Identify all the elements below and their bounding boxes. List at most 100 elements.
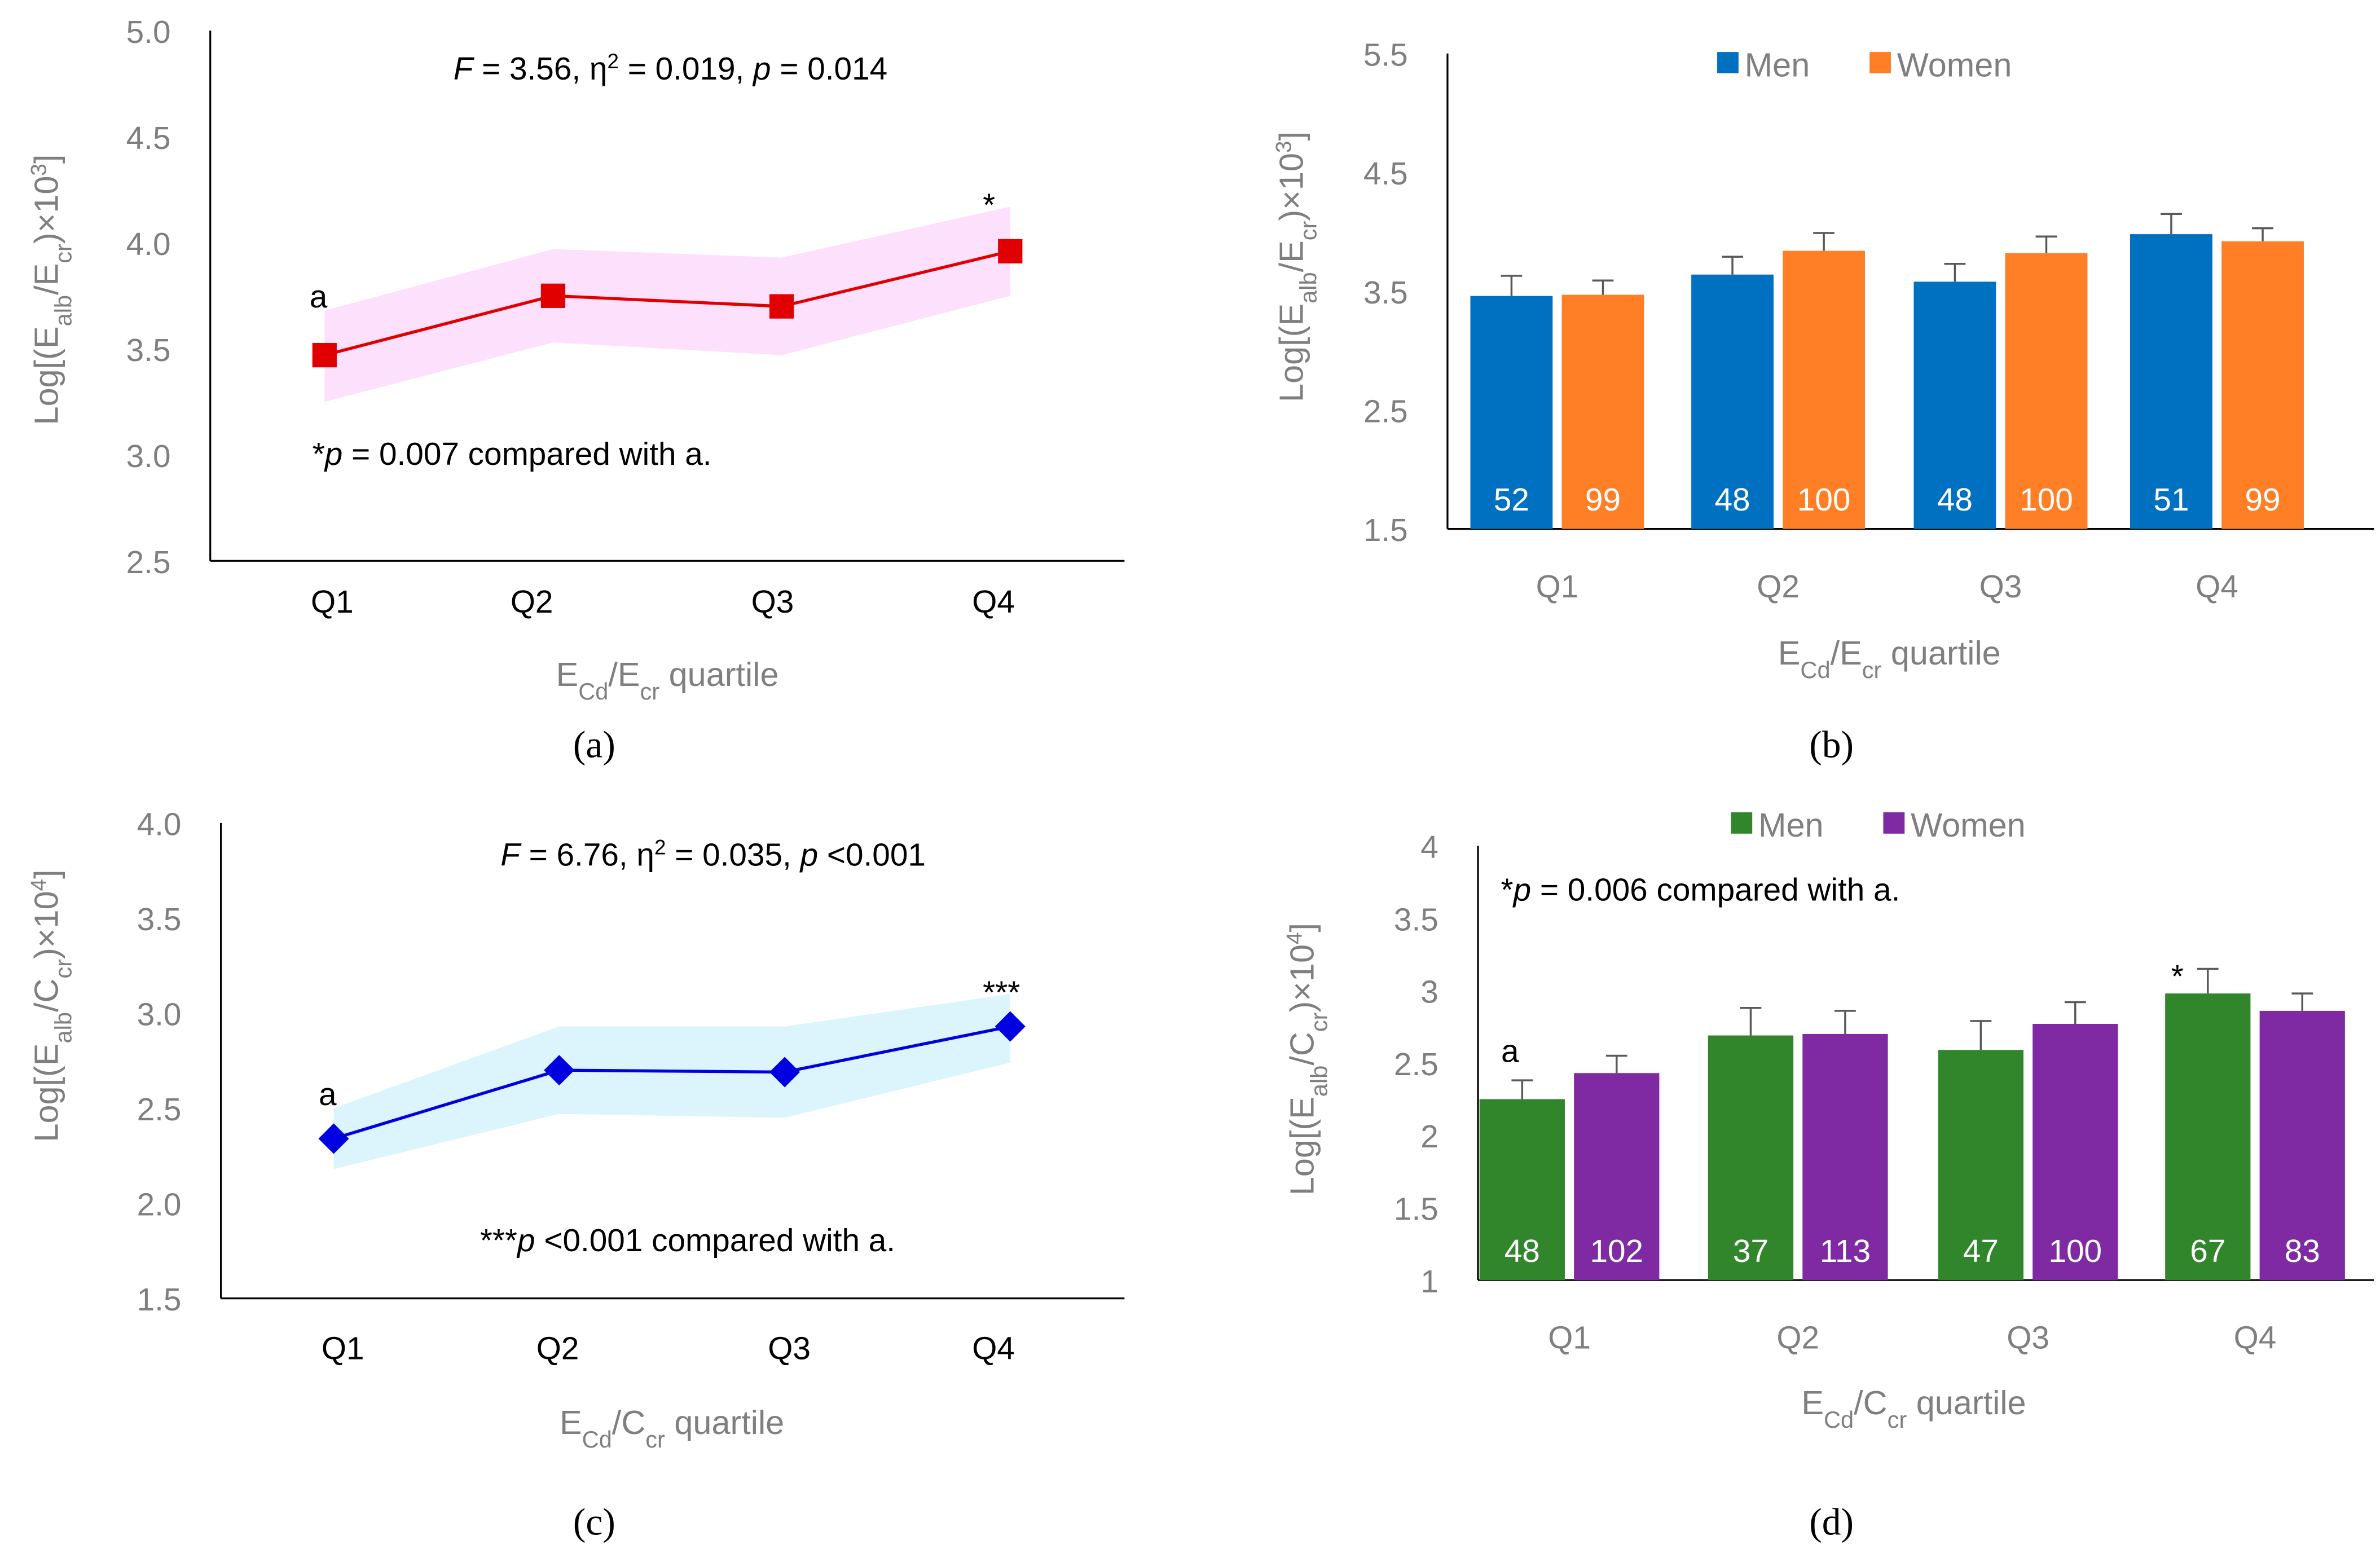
significance-note: *p = 0.007 compared with a. xyxy=(313,437,712,472)
x-axis-title: ECd/Ccr quartile xyxy=(1801,1384,2026,1433)
confidence-band xyxy=(324,206,1010,402)
text-part: ] xyxy=(1272,131,1310,141)
text-part: Cd xyxy=(1800,656,1830,683)
bar-n-label: 99 xyxy=(2245,482,2280,518)
text-part: = 0.035, xyxy=(666,838,800,873)
x-tick-label: Q1 xyxy=(311,584,354,620)
text-part: cr xyxy=(1888,1406,1907,1432)
confidence-band xyxy=(333,994,1010,1169)
series-line xyxy=(333,1024,1011,1141)
bar-n-label: 47 xyxy=(1963,1234,1999,1269)
text-part: cr xyxy=(1305,1012,1332,1032)
bar xyxy=(2033,1024,2118,1281)
significance-note: *p = 0.006 compared with a. xyxy=(1501,873,1901,908)
y-tick-label: 4.5 xyxy=(1363,156,1408,192)
text-part: quartile xyxy=(1881,634,2000,672)
text-part: p xyxy=(516,1223,535,1259)
text-part: /E xyxy=(608,655,640,693)
text-part: = 6.76, η xyxy=(520,838,654,873)
legend-swatch xyxy=(1883,812,1905,834)
y-tick-label: 3.5 xyxy=(126,333,171,368)
text-part: alb xyxy=(50,295,76,327)
text-part: )×10 xyxy=(1283,944,1321,1013)
legend-label: Men xyxy=(1745,46,1810,83)
text-part: p xyxy=(752,51,771,87)
text-part: = 3.56, η xyxy=(473,51,607,87)
text-part: F xyxy=(454,51,475,87)
text-part: cr xyxy=(1295,221,1321,240)
bar-n-label: 48 xyxy=(1937,482,1973,518)
bar-annotation: * xyxy=(2171,959,2184,995)
text-part: )×10 xyxy=(28,891,65,959)
bar-n-label: 52 xyxy=(1494,482,1529,518)
data-point xyxy=(318,1123,349,1154)
y-tick-label: 3.5 xyxy=(1394,902,1438,938)
text-part: Cd xyxy=(578,677,608,704)
text-part: * xyxy=(313,437,325,472)
data-point xyxy=(544,1055,575,1086)
bar xyxy=(2259,1010,2345,1281)
x-tick-label: Q3 xyxy=(751,584,794,620)
text-part: E xyxy=(1778,634,1801,672)
text-part: /C xyxy=(1854,1384,1887,1422)
y-tick-label: 1.5 xyxy=(137,1282,182,1318)
text-part: p xyxy=(324,437,343,472)
bar xyxy=(1470,296,1553,529)
y-tick-label: 2.5 xyxy=(126,545,171,580)
text-part: p xyxy=(1512,873,1532,908)
point-annotation: *** xyxy=(983,975,1020,1010)
data-point xyxy=(995,1011,1026,1042)
bar xyxy=(1802,1033,1888,1281)
bar-n-label: 48 xyxy=(1715,482,1750,518)
y-axis-title: Log[(Ealb/Ecr)×103] xyxy=(27,155,76,425)
y-tick-label: 1 xyxy=(1420,1264,1438,1300)
bar xyxy=(1561,294,1644,529)
bar xyxy=(2005,253,2088,529)
legend-swatch xyxy=(1731,812,1753,834)
text-part: 4 xyxy=(27,879,51,891)
y-tick-label: 2 xyxy=(1420,1119,1438,1155)
y-tick-label: 3.0 xyxy=(137,997,182,1033)
text-part: 2 xyxy=(654,835,666,859)
y-tick-label: 3.5 xyxy=(1363,275,1408,311)
bar xyxy=(1938,1050,2023,1281)
data-point xyxy=(998,239,1023,263)
bar-n-label: 67 xyxy=(2190,1234,2225,1269)
bar xyxy=(1574,1073,1660,1281)
text-part: cr xyxy=(645,1426,665,1452)
text-part: Log[(E xyxy=(28,326,65,425)
y-tick-label: 2.5 xyxy=(137,1092,182,1128)
x-tick-label: Q4 xyxy=(972,584,1015,620)
text-part: alb xyxy=(50,1012,76,1044)
bar-n-label: 100 xyxy=(1797,482,1851,518)
text-part: Log[(E xyxy=(1272,303,1310,402)
x-tick-label: Q2 xyxy=(1757,569,1800,605)
bar xyxy=(2165,993,2251,1281)
y-tick-label: 4.0 xyxy=(137,807,182,842)
x-tick-label: Q4 xyxy=(2196,569,2238,605)
legend-label: Women xyxy=(1911,806,2026,844)
x-tick-label: Q1 xyxy=(322,1331,364,1367)
text-part: )×10 xyxy=(1272,153,1310,221)
text-part: /C xyxy=(612,1404,645,1441)
y-tick-label: 2.0 xyxy=(137,1187,182,1223)
bar xyxy=(2221,241,2304,529)
bar-n-label: 48 xyxy=(1504,1234,1540,1269)
bar-n-label: 113 xyxy=(1820,1234,1871,1269)
y-tick-label: 2.5 xyxy=(1363,394,1408,430)
bar xyxy=(2130,234,2212,529)
data-point xyxy=(769,1057,800,1088)
series-line xyxy=(324,249,1011,357)
y-tick-label: 5.0 xyxy=(126,15,171,50)
x-tick-label: Q4 xyxy=(2234,1321,2277,1356)
y-tick-label: 1.5 xyxy=(1394,1191,1438,1227)
panel-caption: (d) xyxy=(1809,1501,1854,1543)
point-annotation: a xyxy=(310,279,328,315)
panel-caption: (c) xyxy=(573,1501,615,1543)
text-part: /C xyxy=(1283,1032,1321,1065)
text-part: 3 xyxy=(1272,141,1296,153)
data-point xyxy=(769,294,794,319)
y-tick-label: 4 xyxy=(1420,830,1438,865)
